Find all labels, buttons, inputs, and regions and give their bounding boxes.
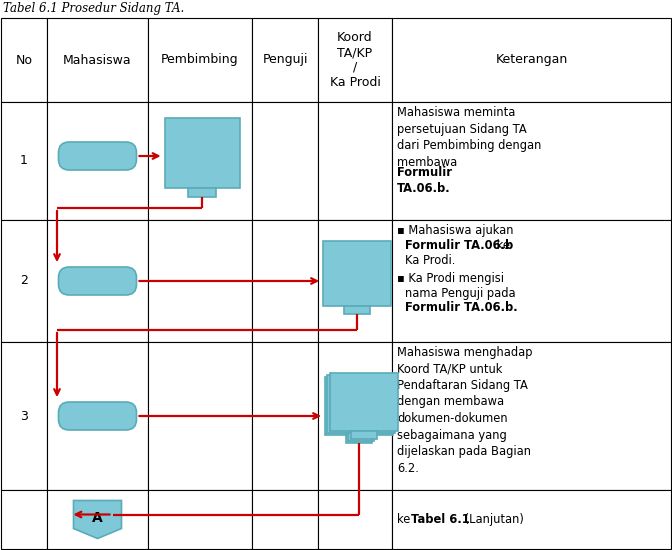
Polygon shape [148, 490, 252, 549]
Text: nama Penguji pada: nama Penguji pada [405, 287, 515, 300]
Text: Formulir TA.06.b: Formulir TA.06.b [405, 239, 513, 252]
Polygon shape [318, 490, 392, 549]
Polygon shape [252, 18, 318, 102]
Text: Formulir TA.06.b.: Formulir TA.06.b. [405, 301, 517, 315]
Polygon shape [252, 490, 318, 549]
Polygon shape [252, 220, 318, 342]
Polygon shape [346, 435, 372, 443]
Text: ▪ Ka Prodi mengisi: ▪ Ka Prodi mengisi [397, 272, 504, 285]
FancyBboxPatch shape [58, 267, 136, 295]
Polygon shape [318, 18, 392, 102]
Polygon shape [351, 431, 377, 438]
Text: (Lanjutan): (Lanjutan) [461, 513, 524, 526]
Polygon shape [47, 490, 148, 549]
Polygon shape [165, 118, 239, 188]
Polygon shape [47, 18, 148, 102]
Text: 2: 2 [20, 274, 28, 288]
Polygon shape [1, 102, 47, 220]
Polygon shape [148, 342, 252, 490]
Text: Tabel 6.1 Prosedur Sidang TA.: Tabel 6.1 Prosedur Sidang TA. [3, 2, 184, 15]
Polygon shape [1, 220, 47, 342]
Polygon shape [252, 342, 318, 490]
Text: Mahasiswa menghadap
Koord TA/KP untuk
Pendaftaran Sidang TA
dengan membawa
dokum: Mahasiswa menghadap Koord TA/KP untuk Pe… [397, 346, 532, 475]
Polygon shape [344, 305, 370, 314]
Text: A: A [92, 510, 103, 525]
Polygon shape [327, 375, 395, 433]
Polygon shape [1, 490, 47, 549]
Polygon shape [392, 490, 671, 549]
Polygon shape [252, 102, 318, 220]
Text: Ka Prodi.: Ka Prodi. [405, 254, 456, 267]
Polygon shape [47, 220, 148, 342]
Polygon shape [1, 18, 47, 102]
Polygon shape [392, 102, 671, 220]
Text: Mahasiswa meminta
persetujuan Sidang TA
dari Pembimbing dengan
membawa: Mahasiswa meminta persetujuan Sidang TA … [397, 106, 542, 168]
Text: No: No [15, 53, 32, 67]
Polygon shape [330, 373, 398, 431]
Polygon shape [392, 220, 671, 342]
Polygon shape [73, 500, 122, 538]
Polygon shape [392, 342, 671, 490]
Text: Koord
TA/KP
/
Ka Prodi: Koord TA/KP / Ka Prodi [329, 31, 380, 89]
Polygon shape [392, 18, 671, 102]
Polygon shape [349, 433, 374, 441]
Text: Formulir
TA.06.b.: Formulir TA.06.b. [397, 166, 452, 195]
Text: Pembimbing: Pembimbing [161, 53, 239, 67]
Text: Mahasiswa: Mahasiswa [63, 53, 132, 67]
Polygon shape [318, 342, 392, 490]
Text: ▪ Mahasiswa ajukan: ▪ Mahasiswa ajukan [397, 224, 513, 237]
Polygon shape [318, 102, 392, 220]
Text: Keterangan: Keterangan [495, 53, 568, 67]
Text: 3: 3 [20, 410, 28, 422]
Text: Penguji: Penguji [262, 53, 308, 67]
Polygon shape [148, 18, 252, 102]
Polygon shape [148, 102, 252, 220]
FancyBboxPatch shape [58, 142, 136, 170]
Polygon shape [148, 220, 252, 342]
FancyBboxPatch shape [58, 402, 136, 430]
Polygon shape [187, 188, 216, 197]
Polygon shape [318, 220, 392, 342]
Polygon shape [47, 342, 148, 490]
Polygon shape [47, 102, 148, 220]
Polygon shape [323, 240, 391, 305]
Text: Tabel 6.1: Tabel 6.1 [411, 513, 470, 526]
Text: 1: 1 [20, 155, 28, 168]
Polygon shape [1, 342, 47, 490]
Text: ke: ke [493, 239, 510, 252]
Polygon shape [325, 377, 393, 435]
Text: ke: ke [397, 513, 414, 526]
